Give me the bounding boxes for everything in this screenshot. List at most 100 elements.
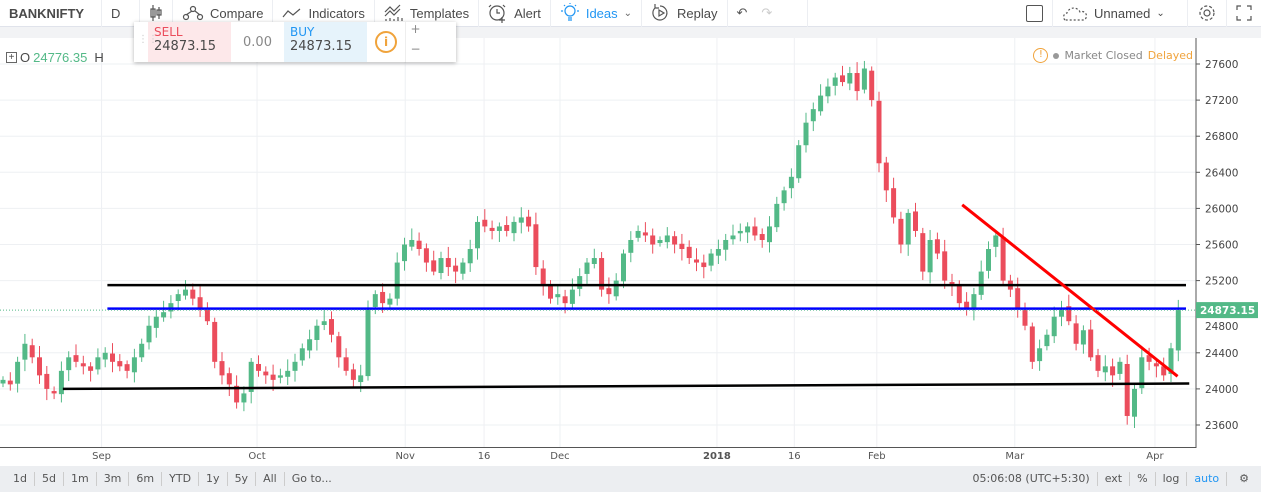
chart-pane[interactable]: 27600 27200 26800 26400 26000 25600 25200 24800… xyxy=(0,38,1261,448)
settings-button[interactable] xyxy=(1188,0,1227,27)
increase-button[interactable]: + xyxy=(410,22,421,36)
x-tick-label: 16 xyxy=(787,451,801,462)
candle xyxy=(759,228,765,248)
candle xyxy=(767,216,772,253)
candle xyxy=(606,277,612,304)
candle xyxy=(876,91,882,173)
goto-button[interactable]: Go to... xyxy=(291,472,332,485)
ideas-button[interactable]: Ideas ⌄ xyxy=(551,0,643,27)
undo-icon[interactable]: ↶ xyxy=(736,5,748,20)
time-axis[interactable]: Sep Oct Nov 16 Dec 2018 16 Feb Mar Apr xyxy=(0,448,1196,466)
candle-body xyxy=(803,122,809,146)
range-all[interactable]: All xyxy=(256,472,285,486)
range-1m[interactable]: 1m xyxy=(64,472,97,486)
candle xyxy=(7,372,13,391)
redo-icon[interactable]: ↷ xyxy=(761,5,773,20)
candle xyxy=(431,250,437,276)
candle-body xyxy=(204,309,210,322)
candle-body xyxy=(22,343,28,360)
candle-body xyxy=(737,230,743,234)
range-3m[interactable]: 3m xyxy=(97,472,130,486)
buy-button[interactable]: BUY 24873.15 xyxy=(284,22,367,62)
info-button[interactable]: i xyxy=(367,22,405,62)
candle-body xyxy=(409,239,415,247)
checkbox-icon xyxy=(1026,4,1043,22)
candle-body xyxy=(533,224,539,268)
candle-body xyxy=(1146,355,1152,362)
candle xyxy=(752,217,758,241)
alert-button[interactable]: Alert xyxy=(479,0,551,27)
candle-body xyxy=(591,258,597,264)
layout-toggle[interactable] xyxy=(1017,0,1053,27)
candle-body xyxy=(927,239,933,273)
candle xyxy=(1102,355,1108,382)
candle-body xyxy=(518,217,524,223)
candle-body xyxy=(1073,323,1079,344)
candle-body xyxy=(51,391,57,394)
candle xyxy=(854,62,860,101)
candle xyxy=(475,216,480,260)
ext-toggle[interactable]: ext xyxy=(1098,472,1131,486)
drag-handle[interactable]: ⋮⋮ xyxy=(138,34,158,45)
range-ytd[interactable]: YTD xyxy=(162,472,200,486)
candle xyxy=(66,351,72,382)
trendline-drawing[interactable] xyxy=(62,382,1190,391)
candle xyxy=(898,211,904,254)
candle-body xyxy=(796,145,802,179)
candle xyxy=(44,365,50,401)
candle xyxy=(453,257,459,284)
fullscreen-button[interactable] xyxy=(1227,0,1261,27)
candle-body xyxy=(635,230,641,238)
candle xyxy=(584,258,590,284)
range-1d[interactable]: 1d xyxy=(6,472,35,486)
candle-body xyxy=(380,291,386,304)
sell-button[interactable]: SELL 24873.15 xyxy=(148,22,231,62)
candle-body xyxy=(577,276,583,289)
candle-body xyxy=(891,188,897,218)
candle xyxy=(657,236,663,247)
candle xyxy=(1153,359,1159,378)
scale-settings-icon[interactable]: ⚙ xyxy=(1239,472,1249,485)
candle xyxy=(934,232,940,260)
candle xyxy=(1044,329,1050,351)
warning-icon[interactable]: ! xyxy=(1033,48,1049,63)
log-toggle[interactable]: log xyxy=(1156,472,1188,486)
candle xyxy=(1088,319,1094,362)
compare-label: Compare xyxy=(210,5,264,21)
candle xyxy=(131,348,137,383)
interval-button[interactable]: D xyxy=(102,0,140,27)
candle xyxy=(248,358,254,404)
compare-button[interactable]: Compare xyxy=(173,0,274,27)
buy-label: BUY xyxy=(290,25,315,39)
x-tick-label: Feb xyxy=(867,451,886,462)
candle-body xyxy=(708,253,714,266)
replay-button[interactable]: Replay xyxy=(642,0,728,27)
candle-body xyxy=(394,262,400,299)
percent-toggle[interactable]: % xyxy=(1130,472,1156,486)
candle-body xyxy=(934,239,940,254)
layout-button[interactable]: Unnamed ⌄ xyxy=(1053,0,1188,27)
auto-toggle[interactable]: auto xyxy=(1187,472,1228,486)
candle-body xyxy=(1139,357,1145,389)
symbol-button[interactable]: BANKNIFTY xyxy=(0,0,102,27)
candle-body xyxy=(1044,334,1050,347)
range-6m[interactable]: 6m xyxy=(129,472,163,486)
candle-body xyxy=(555,294,561,298)
templates-button[interactable]: Templates xyxy=(375,0,480,27)
range-5d[interactable]: 5d xyxy=(35,472,64,486)
range-5y[interactable]: 5y xyxy=(228,472,257,486)
decrease-button[interactable]: − xyxy=(410,42,421,56)
price-chart[interactable]: 27600 27200 26800 26400 26000 25600 25200 24800… xyxy=(0,38,1261,448)
indicators-button[interactable]: Indicators xyxy=(273,0,375,27)
candle-body xyxy=(241,393,247,403)
range-1y[interactable]: 1y xyxy=(199,472,228,486)
chart-type-button[interactable] xyxy=(140,0,173,27)
candle-body xyxy=(1124,363,1130,416)
candle xyxy=(599,252,605,297)
candle-body xyxy=(664,235,670,243)
x-tick-label: Dec xyxy=(550,451,570,462)
trendline-drawing[interactable] xyxy=(961,203,1179,378)
expand-icon[interactable]: + xyxy=(6,52,17,63)
candle xyxy=(964,292,970,316)
candle-body xyxy=(44,373,50,389)
